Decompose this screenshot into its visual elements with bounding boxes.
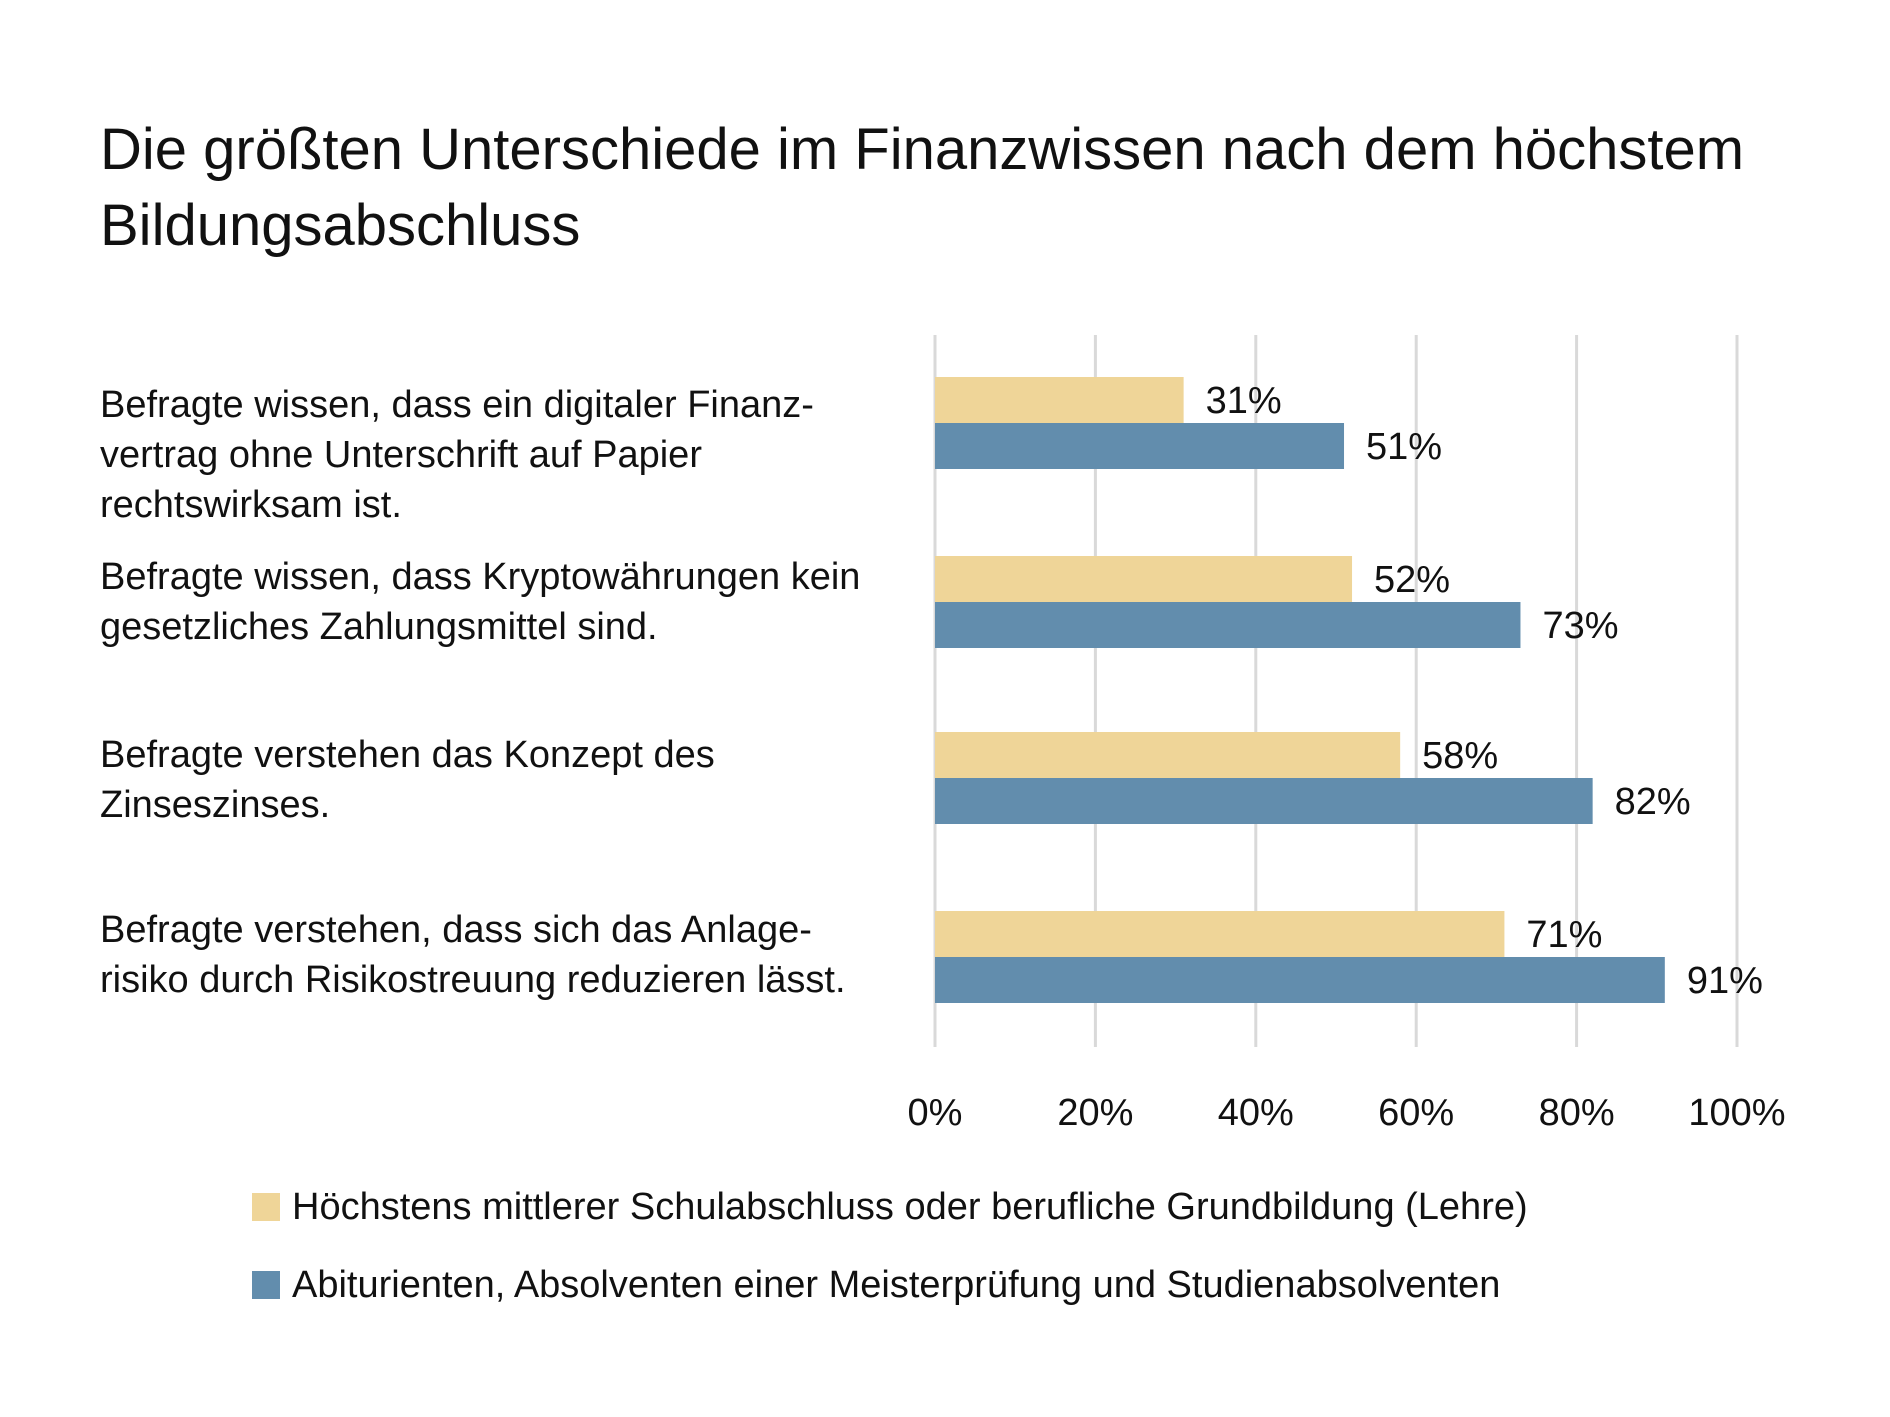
category-label-3: Befragte verstehen das Konzept des Zinse… xyxy=(100,734,715,826)
legend-item-1: Höchstens mittlerer Schulabschluss oder … xyxy=(252,1182,1528,1232)
bar-s2-c2 xyxy=(935,602,1521,648)
bar-s1-c2 xyxy=(935,556,1353,602)
x-tick-label-1: 20% xyxy=(1057,1092,1133,1134)
bar-s2-c1 xyxy=(935,423,1345,469)
bar-s1-c1 xyxy=(935,377,1184,423)
data-label-s2-c1: 51% xyxy=(1366,426,1442,468)
bar-s1-c4 xyxy=(935,911,1505,957)
legend-label-2: Abiturienten, Absolventen einer Meisterp… xyxy=(292,1264,1501,1306)
legend-swatch-1 xyxy=(252,1193,280,1221)
data-label-s1-c2: 52% xyxy=(1374,559,1450,601)
data-label-s2-c3: 82% xyxy=(1615,781,1691,823)
chart-title: Die größten Unterschiede im Finanzwissen… xyxy=(100,117,1745,258)
data-label-s2-c2: 73% xyxy=(1542,605,1618,647)
category-label-2: Befragte wissen, dass Kryptowährungen ke… xyxy=(100,556,861,648)
legend-item-2: Abiturienten, Absolventen einer Meisterp… xyxy=(252,1260,1500,1310)
legend-swatch-2 xyxy=(252,1271,280,1299)
data-label-s1-c4: 71% xyxy=(1526,914,1602,956)
category-label-4: Befragte verstehen, dass sich das Anlage… xyxy=(100,909,846,1001)
legend-label-1: Höchstens mittlerer Schulabschluss oder … xyxy=(292,1186,1528,1228)
x-tick-label-3: 60% xyxy=(1378,1092,1454,1134)
bar-s2-c4 xyxy=(935,957,1665,1003)
x-tick-label-2: 40% xyxy=(1218,1092,1294,1134)
data-label-s1-c1: 31% xyxy=(1206,380,1282,422)
x-tick-label-5: 100% xyxy=(1688,1092,1785,1134)
x-tick-label-0: 0% xyxy=(908,1092,963,1134)
bar-s2-c3 xyxy=(935,778,1593,824)
x-tick-label-4: 80% xyxy=(1539,1092,1615,1134)
data-label-s2-c4: 91% xyxy=(1687,960,1763,1002)
bar-s1-c3 xyxy=(935,732,1401,778)
category-label-1: Befragte wissen, dass ein digitaler Fina… xyxy=(100,384,814,526)
data-label-s1-c3: 58% xyxy=(1422,735,1498,777)
